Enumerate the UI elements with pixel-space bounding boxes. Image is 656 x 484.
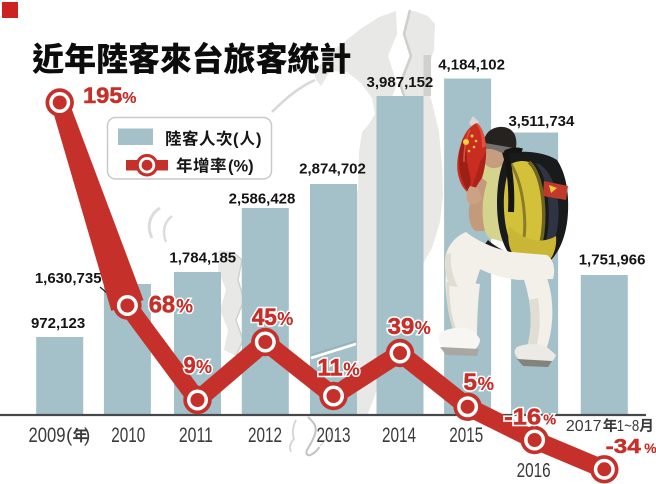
svg-text:%: % [644,440,656,456]
svg-text:45: 45 [252,304,277,331]
svg-text:%: % [196,357,212,377]
svg-text:%: % [478,373,494,394]
svg-text:195: 195 [83,83,123,108]
svg-text:2009: 2009 [29,424,66,447]
svg-text:1,751,966: 1,751,966 [579,252,646,269]
svg-text:9: 9 [184,352,196,378]
svg-text:39: 39 [388,313,415,339]
svg-text:39: 39 [388,313,415,339]
svg-text:11: 11 [317,354,342,381]
svg-text:4,184,102: 4,184,102 [438,57,505,74]
svg-text:1,630,735: 1,630,735 [35,270,102,287]
svg-text:%: % [543,412,556,428]
svg-text:1~8: 1~8 [617,418,639,435]
svg-text:5: 5 [463,369,477,396]
svg-text:2010: 2010 [111,424,145,447]
svg-text:2,586,428: 2,586,428 [229,191,296,208]
svg-text:2013: 2013 [317,424,351,447]
svg-text:9: 9 [184,352,196,378]
svg-text:2015: 2015 [449,424,483,447]
svg-text:%: % [543,412,556,428]
svg-text:-34: -34 [606,435,642,458]
svg-text:-16: -16 [504,403,541,429]
svg-text:%: % [644,440,656,456]
svg-text:3,511,734: 3,511,734 [508,113,575,130]
svg-text:2012: 2012 [248,424,282,447]
svg-text:11: 11 [317,354,342,381]
svg-text:195: 195 [83,83,123,108]
svg-text:972,123: 972,123 [31,315,85,332]
svg-text:68: 68 [149,292,176,319]
svg-text:(%): (%) [228,158,254,176]
svg-text:%: % [277,309,293,329]
svg-text:%: % [478,373,494,394]
svg-text:): ) [84,426,90,447]
svg-text:68: 68 [149,292,176,319]
svg-text:-16: -16 [504,403,541,429]
svg-text:%: % [343,358,359,379]
svg-text:%: % [277,309,293,329]
svg-text:%: % [122,90,136,107]
svg-text:%: % [415,318,431,338]
svg-text:%: % [122,90,136,107]
svg-text:3,987,152: 3,987,152 [367,74,434,91]
svg-text:): ) [256,131,262,149]
svg-text:%: % [343,358,359,379]
svg-text:%: % [176,297,193,318]
svg-text:-34: -34 [606,435,642,458]
svg-text:2016: 2016 [517,460,551,482]
svg-text:%: % [176,297,193,318]
svg-text:2,874,702: 2,874,702 [299,161,366,178]
svg-text:%: % [415,318,431,338]
svg-text:5: 5 [463,369,477,396]
svg-text:2011: 2011 [179,424,213,447]
svg-text:2014: 2014 [382,424,416,447]
svg-text:%: % [196,357,212,377]
svg-text:45: 45 [252,304,277,331]
svg-text:(: ( [66,426,73,447]
svg-text:2017: 2017 [566,418,602,435]
svg-text:(: ( [233,131,239,149]
svg-text:1,784,185: 1,784,185 [169,250,236,267]
